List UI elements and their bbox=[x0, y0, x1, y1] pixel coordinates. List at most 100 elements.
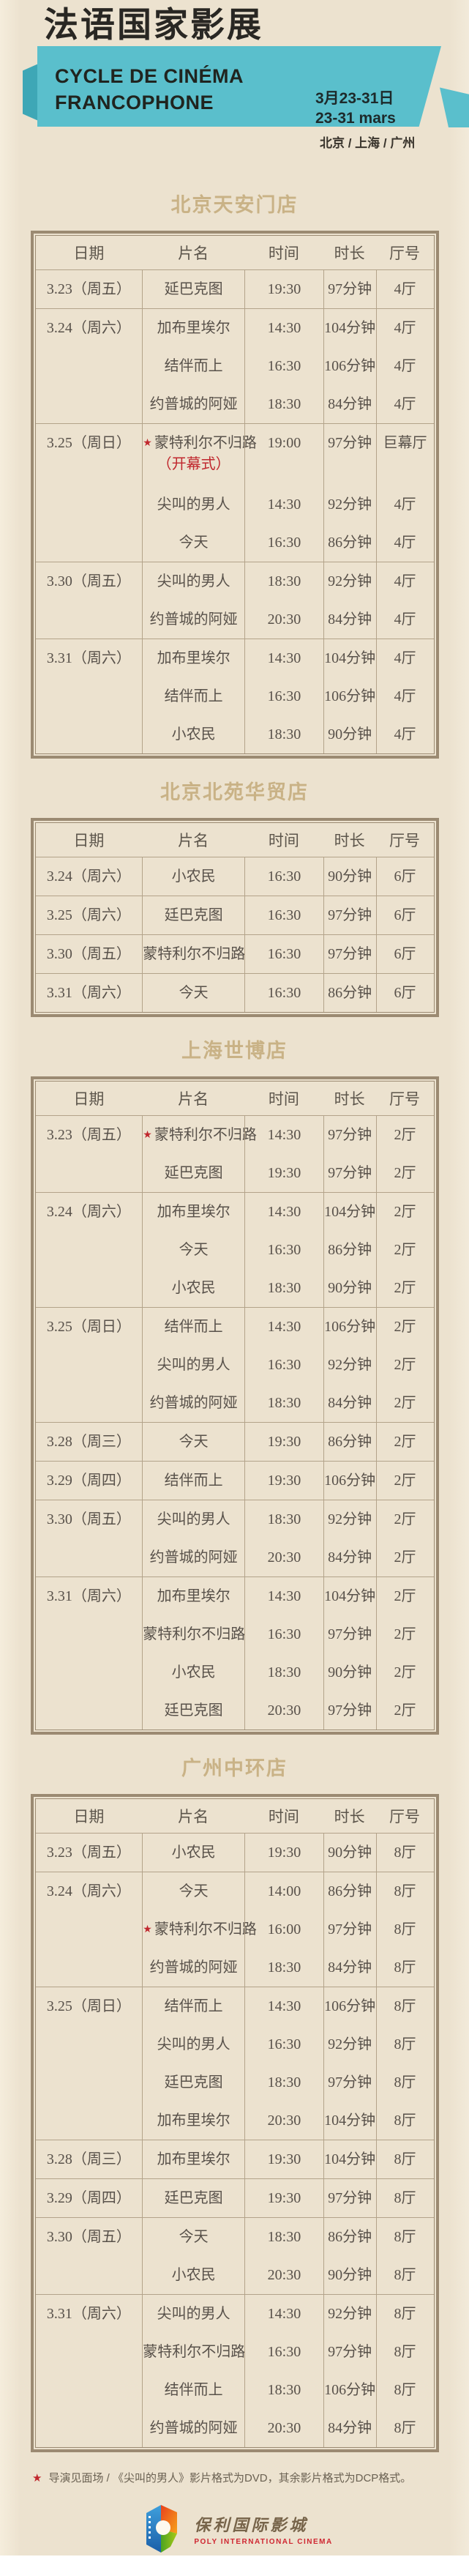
table-body: 3.23（周五） 小农民 19:30 90分钟 8厅 3.24（周六） 今天 ★ 蒙特利尔不归路… bbox=[35, 1834, 434, 2447]
hall-cell: 8厅 bbox=[394, 2229, 416, 2245]
table-column: 2厅 2厅 2厅 bbox=[375, 1308, 434, 1422]
duration-cell: 90分钟 bbox=[328, 1844, 372, 1861]
film-title: 尖叫的男人 bbox=[157, 573, 230, 589]
duration-cell: 97分钟 bbox=[328, 1165, 372, 1181]
date-group: 3.24（周六） 加布里埃尔 今天 小农民 14:30 16:30 18:30 104分钟 86… bbox=[35, 1192, 434, 1307]
film-title: 尖叫的男人 bbox=[157, 1511, 230, 1527]
table-column: 86分钟 bbox=[323, 1423, 376, 1461]
hall-cell: 6厅 bbox=[394, 985, 416, 1001]
film-name-line: 廷巴克图 bbox=[143, 896, 244, 934]
film-title: 今天 bbox=[179, 1883, 209, 1899]
date-group: 3.24（周六） 加布里埃尔 结伴而上 约普城的阿娅 14:30 16:30 18:30 10… bbox=[35, 308, 434, 423]
film-title: 小农民 bbox=[171, 1844, 216, 1861]
table-column: 19:30 bbox=[244, 2179, 323, 2217]
table-column: 97分钟 bbox=[323, 935, 376, 973]
film-title: 尖叫的男人 bbox=[157, 2306, 230, 2322]
film-name-line: ★ 蒙特利尔不归路 bbox=[143, 1910, 257, 1948]
column-header: 片名 bbox=[178, 245, 209, 262]
film-name-cell: 蒙特利尔不归路 bbox=[143, 935, 245, 973]
hall-cell: 8厅 bbox=[394, 2344, 416, 2360]
time-cell: 16:30 bbox=[267, 2344, 301, 2360]
film-title: 延巴克图 bbox=[164, 1165, 223, 1181]
film-name-cell: 加布里埃尔 bbox=[143, 639, 244, 677]
column-header: 时间 bbox=[268, 245, 299, 262]
film-title: 加布里埃尔 bbox=[157, 320, 230, 336]
table-column: 结伴而上 bbox=[142, 1462, 244, 1500]
film-name-line: 尖叫的男人 bbox=[143, 1346, 244, 1384]
film-name-cell: 加布里埃尔 bbox=[143, 2140, 244, 2178]
poly-cinema-logo-icon bbox=[146, 2505, 178, 2553]
film-title: 约普城的阿娅 bbox=[149, 396, 238, 412]
film-name-line: 小农民 bbox=[143, 2256, 244, 2294]
date-cell: 3.24（周六） bbox=[46, 320, 131, 336]
column-header: 时间 bbox=[268, 1090, 299, 1108]
film-name-line: 今天 bbox=[143, 1423, 244, 1461]
date-group: 3.23（周五） ★ 蒙特利尔不归路 延巴克图 14:30 19:30 97分钟 97分钟 2厅… bbox=[36, 1116, 434, 1192]
film-name-line: 约普城的阿娅 bbox=[143, 1538, 244, 1577]
film-title: 约普城的阿娅 bbox=[149, 1959, 238, 1976]
hall-cell: 8厅 bbox=[394, 1959, 416, 1976]
duration-cell: 97分钟 bbox=[328, 907, 372, 923]
film-name-cell: 尖叫的男人 bbox=[143, 1500, 244, 1538]
column-header: 时长 bbox=[334, 245, 365, 262]
film-name-cell: 尖叫的男人 bbox=[143, 2295, 244, 2333]
film-name-line: 加布里埃尔 bbox=[143, 639, 244, 677]
film-name-cell: 加布里埃尔 bbox=[143, 309, 244, 347]
hall-cell: 2厅 bbox=[394, 1395, 416, 1411]
table-column: 加布里埃尔 bbox=[142, 2140, 244, 2178]
time-cell: 16:30 bbox=[267, 985, 301, 1001]
film-name-line: 小农民 bbox=[143, 857, 244, 896]
table-column: 小农民 bbox=[142, 1834, 244, 1872]
time-cell: 14:30 bbox=[267, 320, 301, 336]
table-header-row: 日期 片名 时间 时长 厅号 bbox=[35, 823, 434, 857]
hall-cell: 8厅 bbox=[394, 2112, 416, 2129]
duration-cell: 97分钟 bbox=[328, 1127, 372, 1143]
table-column: 尖叫的男人约普城的阿娅 bbox=[142, 1500, 244, 1577]
hall-cell: 8厅 bbox=[394, 2382, 416, 2398]
table-column: 结伴而上 尖叫的男人 廷巴克图 加布里埃尔 bbox=[142, 1987, 244, 2140]
film-title: 蒙特利尔不归路 bbox=[154, 1921, 257, 1937]
date-group: 3.25（周六） 廷巴克图 16:30 97分钟 6厅 bbox=[35, 896, 434, 934]
film-name-cell: 结伴而上 bbox=[143, 347, 244, 385]
ribbon-banner bbox=[37, 46, 441, 127]
cinema-name-zh: 保利国际影城 bbox=[194, 2516, 309, 2535]
time-cell: 14:30 bbox=[267, 1204, 301, 1220]
time-cell: 19:30 bbox=[267, 1473, 301, 1489]
date-cell: 3.31（周六） bbox=[46, 985, 131, 1001]
duration-cell: 92分钟 bbox=[328, 2036, 372, 2052]
date-cell: 3.23（周五） bbox=[46, 1127, 131, 1143]
hall-cell: 4厅 bbox=[394, 281, 416, 297]
venue-title: 北京天安门店 bbox=[170, 194, 299, 216]
duration-cell: 97分钟 bbox=[328, 435, 372, 451]
hall-cell: 巨幕厅 bbox=[383, 435, 427, 451]
film-name-line: 约普城的阿娅 bbox=[143, 2409, 244, 2447]
film-name-line: 结伴而上 bbox=[143, 2371, 244, 2409]
date-cell: 3.29（周四） bbox=[46, 1473, 131, 1489]
festival-title-zh: 法语国家影展 bbox=[44, 5, 263, 44]
film-name-line: 结伴而上 bbox=[143, 1462, 244, 1500]
date-cell: 3.30（周五） bbox=[46, 1511, 131, 1527]
duration-cell: 106分钟 bbox=[324, 358, 376, 374]
film-name-cell: 结伴而上 bbox=[143, 1462, 244, 1500]
date-cell: 3.25（周日） bbox=[46, 1998, 131, 2014]
film-name-cell: 结伴而上 bbox=[143, 1308, 244, 1346]
table-column: 3.31（周六） bbox=[36, 2295, 143, 2447]
table-column: 3.31（周六） bbox=[36, 639, 143, 753]
table-column: 18:30 20:30 bbox=[244, 2218, 323, 2294]
duration-cell: 84分钟 bbox=[328, 2420, 372, 2436]
time-cell: 19:30 bbox=[267, 281, 301, 297]
schedule-table-frame: 日期 片名 时间 时长 厅号 3.23（周五） 延巴克图 19:30 97分钟 4厅 3.24（周… bbox=[30, 231, 439, 759]
date-group: 3.24（周六） 小农民 16:30 90分钟 6厅 bbox=[36, 857, 434, 896]
hall-cell: 8厅 bbox=[394, 2036, 416, 2052]
table-column: 6厅 bbox=[375, 974, 434, 1012]
column-header: 厅号 bbox=[389, 832, 421, 849]
table-column: 8厅 8厅 bbox=[375, 2218, 434, 2294]
date-group: 3.23（周五） 小农民 19:30 90分钟 8厅 bbox=[36, 1834, 434, 1872]
date-group: 3.31（周六） 加布里埃尔 结伴而上 小农民 14:30 16:30 18:30 104分钟… bbox=[35, 639, 434, 753]
table-column: 3.23（周五） bbox=[36, 1116, 143, 1192]
column-header: 厅号 bbox=[389, 245, 421, 262]
table-column: 92分钟 84分钟 bbox=[323, 562, 376, 639]
film-title: 小农民 bbox=[171, 868, 216, 885]
hall-cell: 4厅 bbox=[394, 358, 416, 374]
